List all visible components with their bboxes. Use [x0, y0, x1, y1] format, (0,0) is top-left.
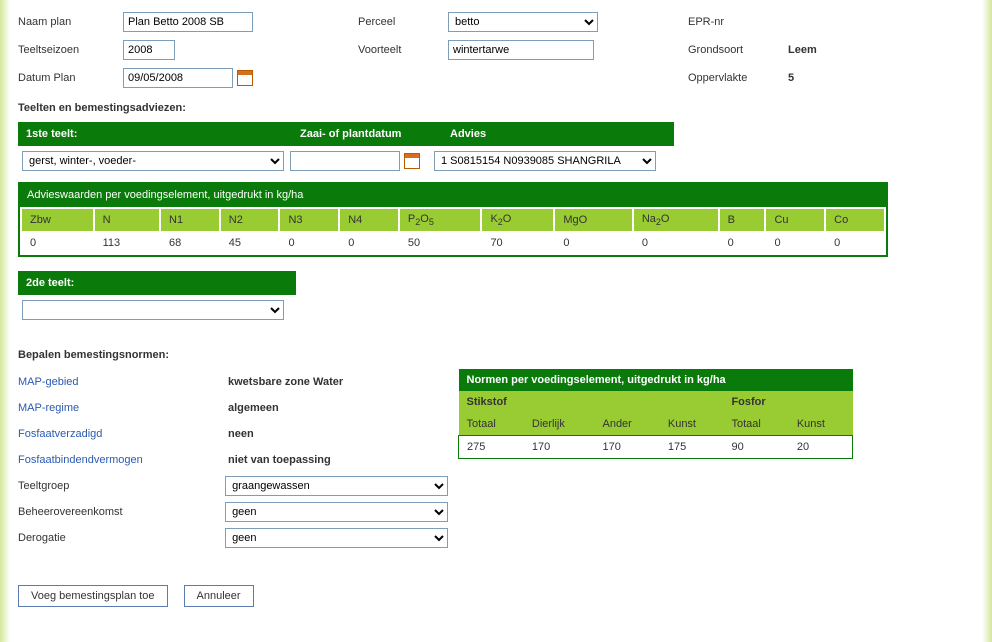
- stikstof-ander: 170: [594, 436, 659, 459]
- nutrient-header: Cu: [766, 209, 824, 231]
- fosfor-kunst: 20: [789, 436, 853, 459]
- teeltseizoen-input[interactable]: [123, 40, 175, 60]
- perceel-label: Perceel: [358, 16, 448, 28]
- advieswaarden-block: Advieswaarden per voedingselement, uitge…: [18, 182, 888, 257]
- annuleer-button[interactable]: Annuleer: [184, 585, 254, 607]
- teelten-section-title: Teelten en bemestingsadviezen:: [18, 102, 974, 114]
- fosfor-totaal: 90: [723, 436, 788, 459]
- teelt1-advies-select[interactable]: 1 S0815154 N0939085 SHANGRILA: [434, 151, 656, 171]
- grondsoort-value: Leem: [788, 44, 817, 56]
- normen-table-title: Normen per voedingselement, uitgedrukt i…: [459, 369, 853, 391]
- nutrient-header: B: [720, 209, 765, 231]
- nutrient-value: 68: [161, 233, 219, 253]
- fosfaatverzadigd-value: neen: [228, 428, 254, 440]
- datum-plan-label: Datum Plan: [18, 72, 123, 84]
- stikstof-totaal: 275: [459, 436, 524, 459]
- header-2de-teelt: 2de teelt:: [18, 271, 296, 295]
- normen-table-block: Normen per voedingselement, uitgedrukt i…: [458, 369, 853, 459]
- fosfaatbindend-value: niet van toepassing: [228, 454, 331, 466]
- nutrient-header: N1: [161, 209, 219, 231]
- voorteelt-input[interactable]: [448, 40, 594, 60]
- calendar-icon[interactable]: [404, 153, 420, 169]
- map-gebied-label: MAP-gebied: [18, 376, 228, 388]
- nutrient-header: N3: [280, 209, 338, 231]
- header-advies: Advies: [442, 122, 674, 146]
- stikstof-label: Stikstof: [459, 391, 724, 413]
- header-zaai: Zaai- of plantdatum: [292, 122, 442, 146]
- perceel-select[interactable]: betto: [448, 12, 598, 32]
- beheer-select[interactable]: geen: [225, 502, 448, 522]
- nutrient-value: 0: [340, 233, 398, 253]
- teeltgroep-select[interactable]: graangewassen: [225, 476, 448, 496]
- nutrient-value: 113: [95, 233, 159, 253]
- stikstof-dierlijk: 170: [524, 436, 595, 459]
- teeltseizoen-label: Teeltseizoen: [18, 44, 123, 56]
- advieswaarden-table: ZbwNN1N2N3N4P2O5K2OMgONa2OBCuCo 01136845…: [19, 207, 887, 256]
- header-1ste-teelt: 1ste teelt:: [18, 122, 292, 146]
- nutrient-value: 50: [400, 233, 481, 253]
- map-regime-value: algemeen: [228, 402, 279, 414]
- nutrient-header: MgO: [555, 209, 632, 231]
- derogatie-label: Derogatie: [18, 532, 225, 544]
- teelt2-block: 2de teelt:: [18, 271, 296, 325]
- h-kunst-1: Kunst: [660, 413, 724, 436]
- datum-plan-input[interactable]: [123, 68, 233, 88]
- h-ander: Ander: [594, 413, 659, 436]
- voeg-button[interactable]: Voeg bemestingsplan toe: [18, 585, 168, 607]
- map-gebied-value: kwetsbare zone Water: [228, 376, 343, 388]
- nutrient-header: N: [95, 209, 159, 231]
- top-fields: Naam plan Teeltseizoen Datum Plan Percee…: [18, 8, 974, 92]
- naam-plan-input[interactable]: [123, 12, 253, 32]
- nutrient-value: 0: [555, 233, 632, 253]
- nutrient-header: N2: [221, 209, 279, 231]
- nutrient-header: Co: [826, 209, 884, 231]
- normen-section-title: Bepalen bemestingsnormen:: [18, 349, 974, 361]
- teeltgroep-label: Teeltgroep: [18, 480, 225, 492]
- nutrient-header: K2O: [482, 209, 553, 231]
- map-regime-label: MAP-regime: [18, 402, 228, 414]
- naam-plan-label: Naam plan: [18, 16, 123, 28]
- teelt1-crop-select[interactable]: gerst, winter-, voeder-: [22, 151, 284, 171]
- fosfor-label: Fosfor: [723, 391, 852, 413]
- nutrient-header: N4: [340, 209, 398, 231]
- beheer-label: Beheerovereenkomst: [18, 506, 225, 518]
- nutrient-value: 0: [22, 233, 93, 253]
- h-totaal-1: Totaal: [459, 413, 524, 436]
- normen-left: MAP-gebied kwetsbare zone Water MAP-regi…: [18, 369, 448, 551]
- nutrient-value: 0: [720, 233, 765, 253]
- nutrient-header: Na2O: [634, 209, 718, 231]
- fosfaatverzadigd-label: Fosfaatverzadigd: [18, 428, 228, 440]
- nutrient-value: 0: [826, 233, 884, 253]
- h-totaal-2: Totaal: [723, 413, 788, 436]
- fosfaatbindend-label: Fosfaatbindendvermogen: [18, 454, 228, 466]
- epr-label: EPR-nr: [688, 16, 788, 28]
- teelt1-zaai-input[interactable]: [290, 151, 400, 171]
- h-kunst-2: Kunst: [789, 413, 853, 436]
- voorteelt-label: Voorteelt: [358, 44, 448, 56]
- h-dierlijk: Dierlijk: [524, 413, 595, 436]
- stikstof-kunst: 175: [660, 436, 724, 459]
- nutrient-value: 0: [766, 233, 824, 253]
- calendar-icon[interactable]: [237, 70, 253, 86]
- advieswaarden-title: Advieswaarden per voedingselement, uitge…: [19, 183, 887, 207]
- grondsoort-label: Grondsoort: [688, 44, 788, 56]
- nutrient-value: 0: [280, 233, 338, 253]
- nutrient-header: P2O5: [400, 209, 481, 231]
- nutrient-value: 0: [634, 233, 718, 253]
- derogatie-select[interactable]: geen: [225, 528, 448, 548]
- nutrient-value: 70: [482, 233, 553, 253]
- oppervlakte-label: Oppervlakte: [688, 72, 788, 84]
- nutrient-value: 45: [221, 233, 279, 253]
- teelt2-crop-select[interactable]: [22, 300, 284, 320]
- oppervlakte-value: 5: [788, 72, 794, 84]
- teelt1-block: 1ste teelt: Zaai- of plantdatum Advies g…: [18, 122, 674, 176]
- nutrient-header: Zbw: [22, 209, 93, 231]
